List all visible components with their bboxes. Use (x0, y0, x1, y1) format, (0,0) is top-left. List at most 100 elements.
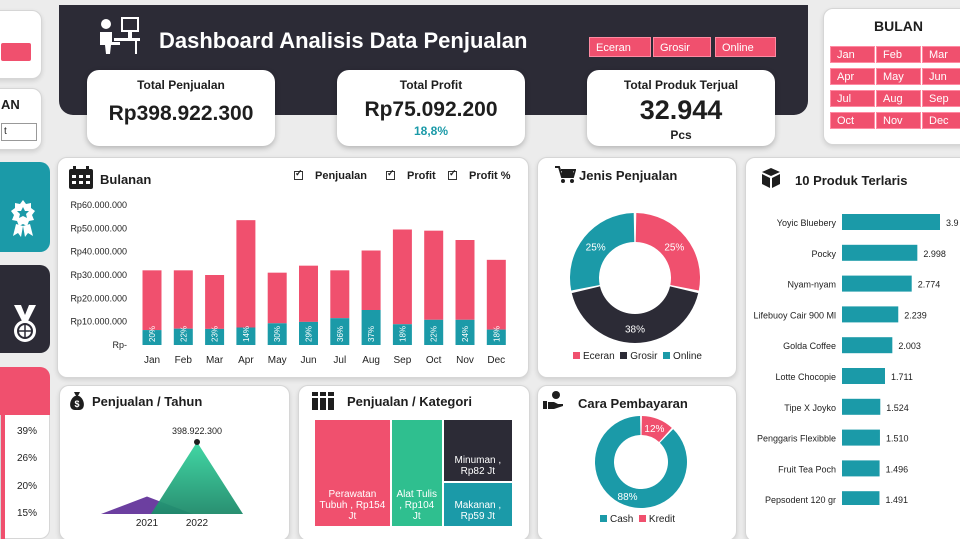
y-tick-label: Rp60.000.000 (70, 200, 127, 210)
legend-label: Eceran (583, 351, 615, 362)
bar-penjualan (142, 270, 162, 331)
side-percent-bar (1, 368, 5, 539)
peak-marker (194, 439, 200, 445)
product-label: Tipe X Joyko (784, 403, 836, 413)
month-button-apr[interactable]: Apr (830, 68, 875, 85)
left-slicer-card (0, 10, 42, 79)
bar-penjualan (486, 259, 506, 330)
y-tick-label: Rp50.000.000 (70, 223, 127, 233)
channel-chip-eceran[interactable]: Eceran (589, 37, 651, 57)
x-tick-label: Feb (175, 355, 193, 366)
x-tick-label: Jan (144, 355, 160, 366)
bar-percent-label: 18% (398, 326, 407, 342)
channel-chip-online[interactable]: Online (715, 37, 776, 57)
legend-eceran: Eceran (573, 351, 615, 362)
month-button-sep[interactable]: Sep (922, 90, 960, 107)
bar-penjualan (173, 270, 193, 329)
product-value: 2.003 (898, 341, 921, 351)
hand-coin-icon (543, 391, 563, 409)
product-value: 2.239 (904, 310, 927, 320)
nav-tile-medal[interactable] (0, 265, 50, 353)
product-label: Yoyic Bluebery (777, 218, 837, 228)
bar-penjualan (424, 230, 444, 320)
bar-penjualan (299, 265, 318, 322)
check-label: Profit (407, 170, 436, 182)
pembayaran-donut-chart: 88% 12% (595, 416, 687, 508)
bar-penjualan (392, 229, 412, 325)
product-value: 1.510 (886, 434, 909, 444)
month-button-jun[interactable]: Jun (922, 68, 960, 85)
slice-cash (595, 416, 687, 508)
pembayaran-title: Cara Pembayaran (578, 396, 688, 411)
month-button-oct[interactable]: Oct (830, 112, 875, 129)
slice-label: 38% (625, 325, 645, 336)
checkbox[interactable] (386, 168, 395, 180)
calendar-icon (69, 166, 93, 189)
product-bar (842, 337, 893, 354)
month-button-feb[interactable]: Feb (876, 46, 921, 63)
shopping-cart-icon (555, 166, 576, 183)
boxes-icon (762, 168, 780, 188)
product-value: 2.774 (918, 280, 941, 290)
side-percent-label: 39% (17, 426, 38, 437)
x-tick-label: Dec (487, 355, 505, 366)
month-button-jan[interactable]: Jan (830, 46, 875, 63)
legend-label: Kredit (648, 514, 676, 525)
slice-label: 25% (586, 242, 606, 253)
month-button-mar[interactable]: Mar (922, 46, 960, 63)
check-profit[interactable]: Profit (386, 168, 436, 182)
left-filter-input[interactable]: t (1, 123, 37, 141)
bar-penjualan (236, 220, 256, 328)
treemap-label: Minuman , Rp82 Jt (454, 454, 502, 477)
checkbox[interactable] (448, 168, 457, 180)
check-penjualan[interactable]: Penjualan (294, 168, 367, 182)
treemap-label: Alat Tulis , Rp104 Jt (396, 489, 438, 522)
x-tick-label: Jul (333, 355, 346, 366)
side-percent-label: 26% (17, 453, 38, 464)
bar-profit (267, 323, 287, 345)
left-slicer-button[interactable] (1, 43, 31, 61)
bar-percent-label: 22% (430, 326, 439, 342)
month-button-aug[interactable]: Aug (876, 90, 921, 107)
product-value: 1.496 (886, 464, 909, 474)
product-bar (842, 306, 899, 323)
checkbox[interactable] (294, 168, 303, 180)
product-bar (842, 398, 881, 415)
slice-label: 25% (664, 242, 684, 253)
product-label: Penggaris Flexibble (757, 434, 836, 444)
check-label: Penjualan (315, 170, 367, 182)
product-label: Nyam-nyam (787, 280, 836, 290)
bar-profit (299, 321, 318, 345)
bar-profit (205, 328, 225, 345)
bar-profit (330, 318, 350, 345)
channel-chip-grosir[interactable]: Grosir (653, 37, 711, 57)
nav-tile-award[interactable] (0, 162, 50, 252)
legend-cash: Cash (600, 514, 633, 525)
bar-percent-label: 22% (179, 326, 188, 342)
bar-profit (361, 310, 381, 345)
tahun-area-chart: 2021 398.922.300 2022 (101, 426, 243, 529)
kpi-total-profit: Total Profit Rp75.092.200 18,8% (337, 70, 525, 146)
bar-penjualan (455, 240, 475, 320)
y-tick-label: Rp30.000.000 (70, 270, 127, 280)
x-tick-label: Jun (300, 355, 316, 366)
bar-percent-label: 29% (305, 326, 314, 342)
check-profit-percent[interactable]: Profit % (448, 168, 511, 182)
kpi-total-penjualan: Total Penjualan Rp398.922.300 (87, 70, 275, 146)
product-bar (842, 244, 918, 261)
dashboard-title: Dashboard Analisis Data Penjualan (159, 28, 528, 53)
bar-profit (392, 324, 412, 345)
peak-label: 398.922.300 (172, 426, 222, 436)
month-button-jul[interactable]: Jul (830, 90, 875, 107)
bar-profit (142, 330, 162, 345)
product-bar (842, 491, 880, 505)
month-button-nov[interactable]: Nov (876, 112, 921, 129)
x-tick-label: Sep (394, 355, 412, 366)
top10-bar-chart: Yoyic Bluebery 3.9 Pocky 2.998 Nyam-nyam 2.77… (753, 214, 959, 505)
month-button-dec[interactable]: Dec (922, 112, 960, 129)
product-bar (842, 429, 880, 446)
left-filter-label: AN (1, 97, 20, 112)
month-button-may[interactable]: May (876, 68, 921, 85)
year-label: 2022 (186, 518, 209, 529)
bar-percent-label: 14% (242, 326, 251, 342)
